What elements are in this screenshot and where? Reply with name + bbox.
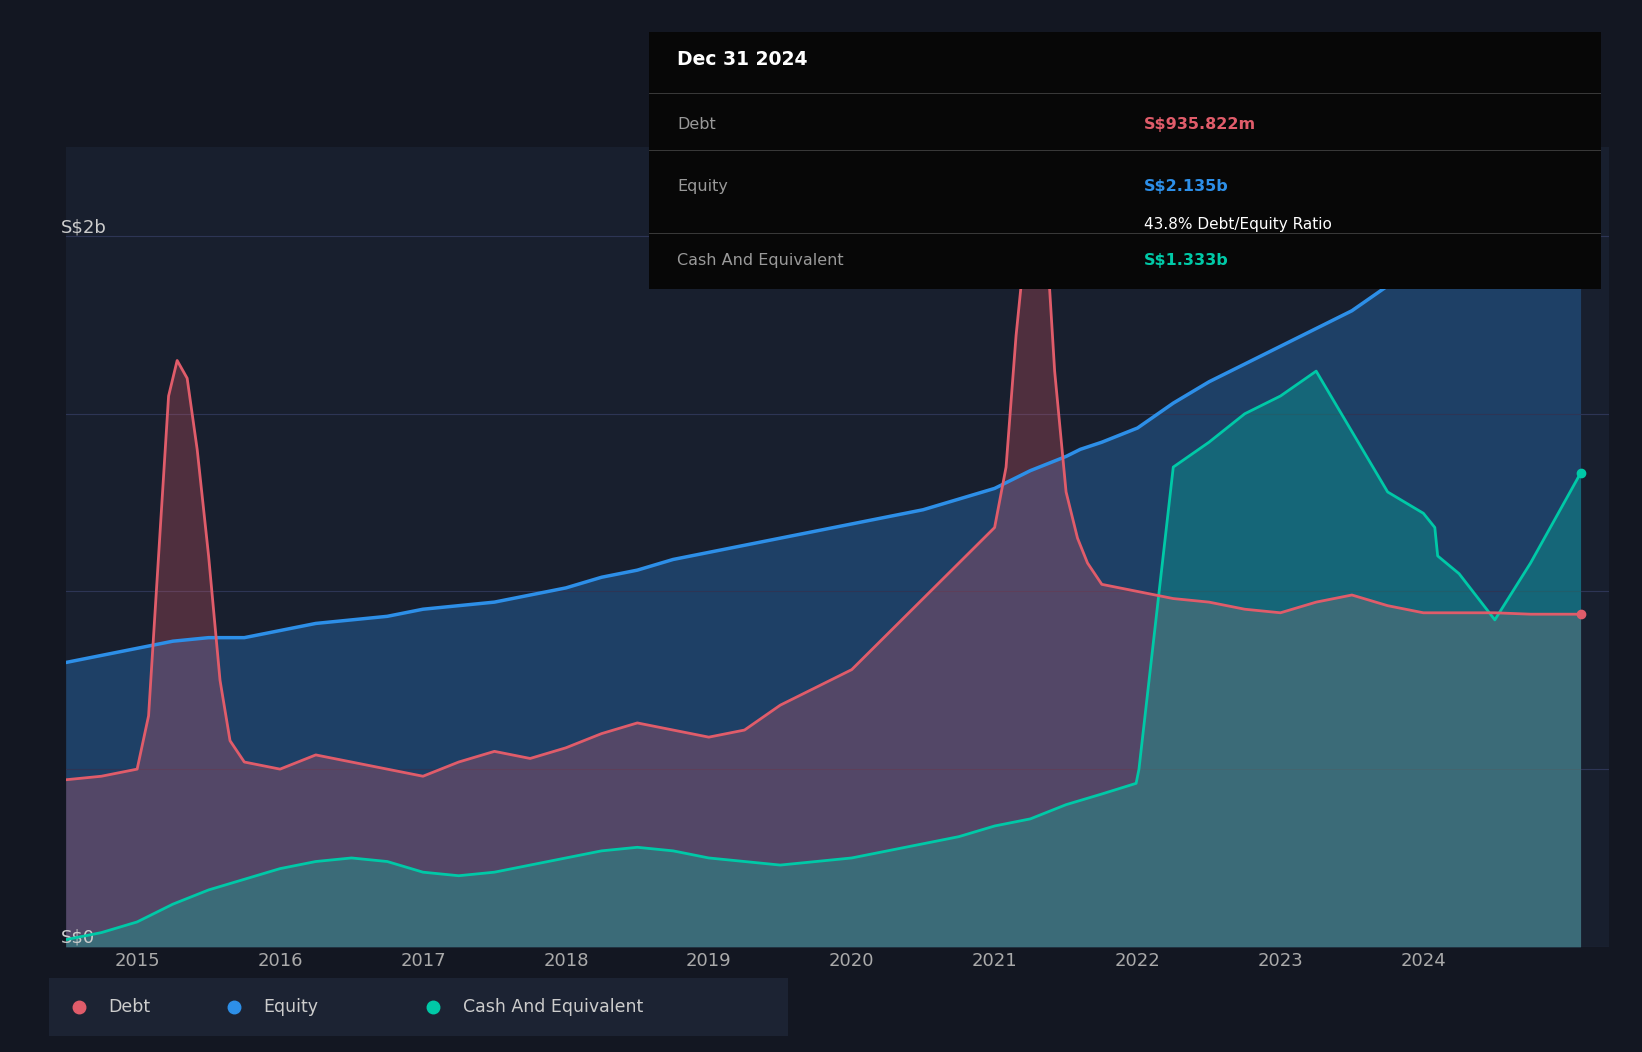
Text: 43.8% Debt/Equity Ratio: 43.8% Debt/Equity Ratio xyxy=(1144,218,1332,232)
Text: S$0: S$0 xyxy=(61,929,95,947)
Text: Debt: Debt xyxy=(108,998,151,1016)
Text: Equity: Equity xyxy=(263,998,319,1016)
Text: S$935.822m: S$935.822m xyxy=(1144,117,1256,132)
Text: S$1.333b: S$1.333b xyxy=(1144,254,1228,268)
Text: Dec 31 2024: Dec 31 2024 xyxy=(677,49,808,68)
Text: S$2b: S$2b xyxy=(61,218,107,236)
Text: Debt: Debt xyxy=(677,117,716,132)
Text: Cash And Equivalent: Cash And Equivalent xyxy=(463,998,644,1016)
Text: Cash And Equivalent: Cash And Equivalent xyxy=(677,254,844,268)
Text: S$2.135b: S$2.135b xyxy=(1144,179,1228,194)
Text: Equity: Equity xyxy=(677,179,727,194)
